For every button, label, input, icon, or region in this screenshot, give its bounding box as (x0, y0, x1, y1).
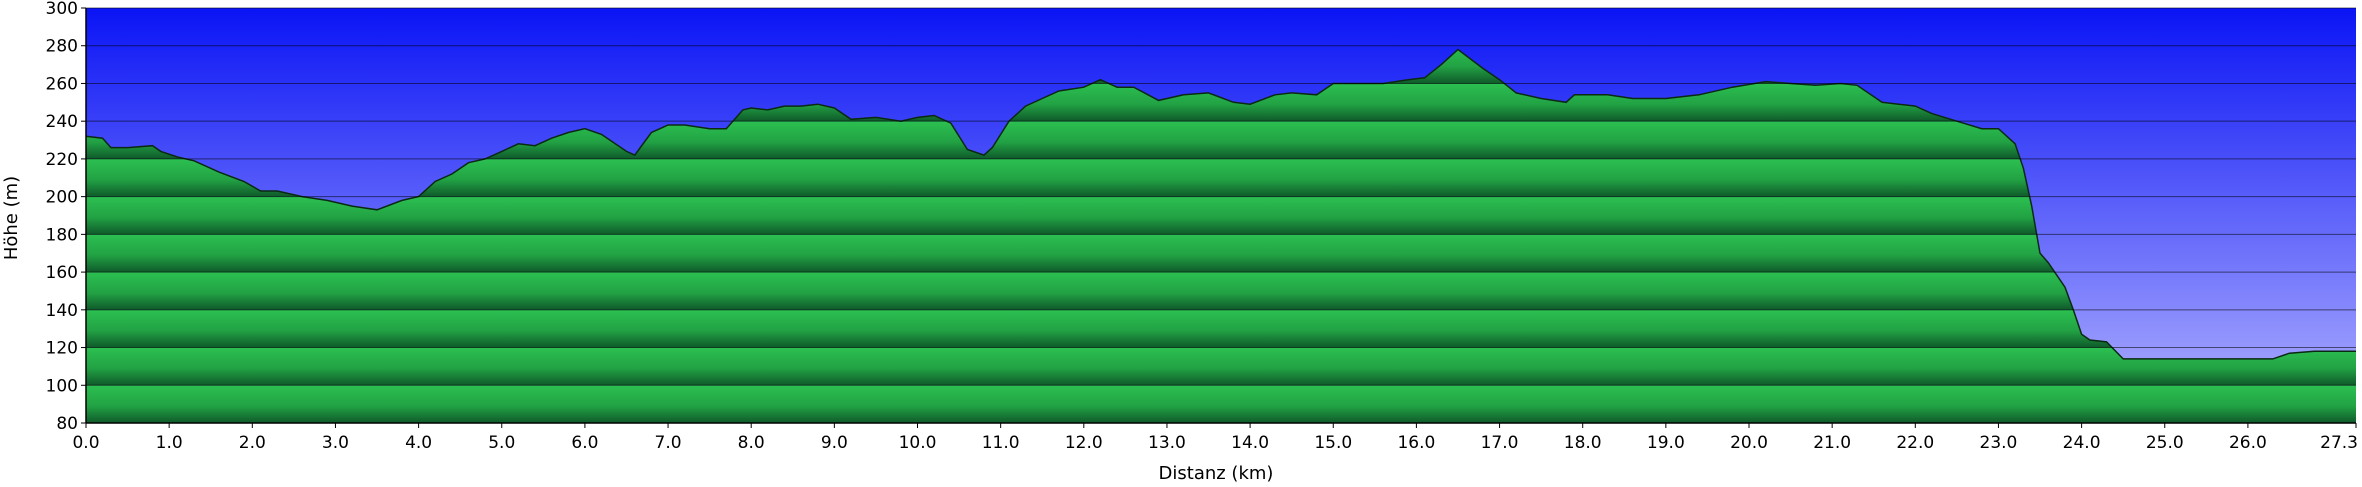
y-tick-label: 240 (46, 112, 78, 132)
x-tick-label: 6.0 (571, 433, 598, 453)
y-tick-labels: 80 100 120 140 160 180 200 220 240 260 280 300 (46, 0, 86, 434)
terrain-band (86, 309, 2356, 348)
terrain-band (86, 385, 2356, 423)
y-tick-label: 260 (46, 74, 78, 94)
x-tick-label: 12.0 (1065, 433, 1103, 453)
x-tick-label: 13.0 (1148, 433, 1186, 453)
x-tick-label: 1.0 (156, 433, 183, 453)
x-tick-label: 27.3 (2320, 433, 2358, 453)
y-tick-label: 280 (46, 37, 78, 57)
terrain-band (86, 347, 2356, 386)
x-tick-label: 3.0 (322, 433, 349, 453)
x-tick-label: 5.0 (488, 433, 515, 453)
y-tick-label: 180 (46, 225, 78, 245)
x-tick-label: 23.0 (1980, 433, 2018, 453)
y-tick-label: 100 (46, 376, 78, 396)
x-tick-label: 20.0 (1730, 433, 1768, 453)
x-tick-label: 0.0 (72, 433, 99, 453)
x-tick-label: 25.0 (2146, 433, 2184, 453)
y-tick-label: 220 (46, 150, 78, 170)
x-tick-label: 18.0 (1564, 433, 1602, 453)
y-tick-label: 80 (56, 414, 78, 434)
plot-area (85, 7, 2356, 424)
x-tick-label: 17.0 (1481, 433, 1519, 453)
terrain-band (86, 272, 2356, 310)
x-tick-label: 21.0 (1813, 433, 1851, 453)
y-tick-label: 300 (46, 0, 78, 19)
x-tick-label: 10.0 (899, 433, 937, 453)
y-tick-label: 200 (46, 188, 78, 208)
x-tick-label: 7.0 (655, 433, 682, 453)
elevation-series-line (86, 48, 2356, 360)
x-tick-label: 16.0 (1397, 433, 1435, 453)
axis-frame (85, 8, 2356, 424)
x-tick-label: 4.0 (405, 433, 432, 453)
y-axis-title: Höhe (m) (1, 176, 22, 260)
y-tick-label: 160 (46, 263, 78, 283)
terrain-band (86, 196, 2356, 235)
grid-lines (86, 7, 2356, 424)
y-tick-label: 120 (46, 339, 78, 359)
terrain-band (86, 234, 2356, 273)
x-tick-label: 19.0 (1647, 433, 1685, 453)
x-axis-title: Distanz (km) (1159, 463, 1274, 484)
x-tick-label: 8.0 (738, 433, 765, 453)
x-tick-label: 24.0 (2063, 433, 2101, 453)
x-tick-label: 15.0 (1314, 433, 1352, 453)
x-tick-label: 14.0 (1231, 433, 1269, 453)
x-tick-label: 9.0 (821, 433, 848, 453)
y-tick-label: 140 (46, 301, 78, 321)
x-tick-label: 26.0 (2229, 433, 2267, 453)
x-tick-label: 22.0 (1896, 433, 1934, 453)
x-tick-label: 2.0 (239, 433, 266, 453)
x-tick-labels: 0.0 1.0 2.0 3.0 4.0 5.0 6.0 7.0 8.0 9.0 10.0 11.0 12… (72, 423, 2358, 453)
x-tick-label: 11.0 (982, 433, 1020, 453)
